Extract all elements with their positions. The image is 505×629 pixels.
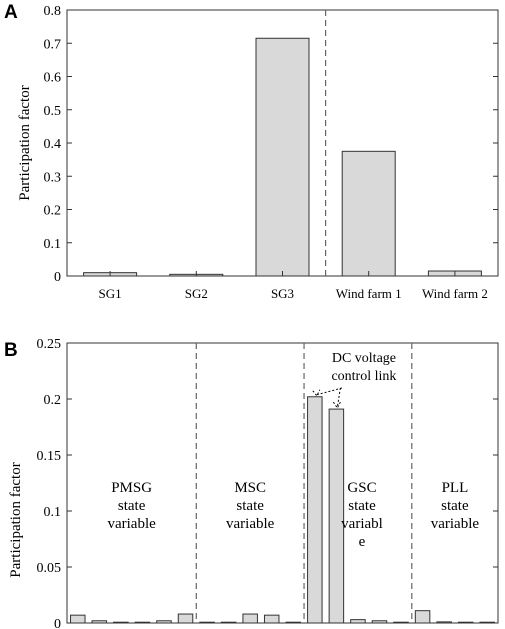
panel-b-bar: [328, 408, 345, 624]
panel-b-bar: [134, 621, 151, 624]
panel-b-region-label-line: variable: [226, 516, 275, 532]
panel-b-region-label: PLL state variable: [431, 480, 480, 532]
panel-b-y-tick-label: 0: [54, 617, 61, 629]
panel-b-region-label-line: variabl: [341, 516, 383, 532]
panel-a-bar: [255, 37, 310, 277]
panel-b-bar: [457, 621, 474, 624]
panel-a-category-label: SG2: [185, 286, 208, 301]
panel-b-annotation-line: DC voltage: [332, 351, 396, 366]
panel-a-y-tick-label: 0.5: [44, 104, 62, 119]
panel-b-bar: [436, 621, 452, 624]
panel-b-annotation-arrowhead: [312, 389, 321, 397]
panel-b-bar: [242, 613, 258, 624]
panel-b-bar: [91, 620, 108, 624]
panel-a-bar: [341, 150, 396, 277]
panel-b-region-label-line: variable: [431, 516, 480, 532]
panel-a-y-tick-label: 0.6: [44, 71, 62, 86]
panel-b-annotation-arrowhead: [332, 401, 341, 410]
panel-b-region-label: GSC state variabl e: [341, 480, 383, 550]
panel-b-bar: [199, 621, 215, 624]
panel-b-region-label-line: PMSG: [111, 480, 152, 496]
panel-b-bar: [113, 621, 129, 624]
panel-b-bar: [414, 610, 431, 624]
panel-b-chart: Participation factor 0 0.05 0.1 0.15 0.2 0.25…: [8, 337, 499, 629]
panel-b-bar: [177, 613, 194, 624]
panel-b-region-label-line: PLL: [442, 480, 469, 496]
panel-b-region-label-line: state: [348, 498, 376, 514]
panel-b-region-label-line: MSC: [234, 480, 266, 496]
panel-a-y-tick-label: 0.7: [44, 37, 62, 52]
panel-b-y-tick-label: 0.2: [44, 393, 62, 408]
panel-b-region-label-line: state: [441, 498, 469, 514]
panel-a-category-label: Wind farm 2: [422, 286, 488, 301]
panel-b-y-tick-label: 0.1: [44, 505, 62, 520]
panel-b-y-tick-label: 0.05: [37, 561, 62, 576]
panel-b-bar: [70, 614, 86, 624]
panel-b-bar: [479, 621, 495, 624]
panel-a-y-tick-label: 0: [54, 270, 61, 285]
panel-a-y-tick-label: 0.8: [44, 4, 62, 19]
panel-a-y-tick-label: 0.3: [44, 170, 62, 185]
panel-b-y-tick-label: 0.25: [37, 337, 62, 352]
panel-a-chart: Participation factor 0 0.1 0.2 0.3 0.4 0.5 0.6…: [17, 4, 499, 301]
panel-b-annotation-arrow: [316, 387, 343, 396]
panel-b-bar: [220, 621, 237, 624]
panel-b-bar: [156, 620, 172, 624]
panel-b-annotation: DC voltage control link: [331, 351, 396, 384]
panel-b-annotation-arrow: [336, 387, 341, 408]
panel-b-annotation-line: control link: [331, 369, 396, 384]
panel-b-letter: B: [4, 340, 18, 361]
panel-a-y-tick-label: 0.4: [44, 137, 62, 152]
panel-b-region-label-line: state: [118, 498, 146, 514]
panel-b-bar: [307, 396, 323, 624]
panel-b-y-tick-label: 0.15: [37, 449, 62, 464]
panel-a-y-tick-label: 0.1: [44, 237, 62, 252]
panel-a-y-tick-label: 0.2: [44, 204, 62, 219]
panel-b-bar: [285, 621, 302, 624]
panel-b-y-axis-label: Participation factor: [8, 462, 24, 577]
panel-a-category-label: SG3: [271, 286, 294, 301]
panel-a-letter: A: [4, 2, 18, 23]
panel-b-bar: [350, 619, 366, 624]
panel-b-region-label: PMSG state variable: [107, 480, 156, 532]
panel-b-region-label-line: variable: [107, 516, 156, 532]
panel-a-category-label: SG1: [99, 286, 122, 301]
panel-b-region-label: MSC state variable: [226, 480, 275, 532]
panel-b-frame: [66, 342, 499, 624]
panel-a-category-label: Wind farm 1: [336, 286, 402, 301]
panel-b-region-label-line: e: [359, 534, 366, 550]
panel-a-y-axis-label: Participation factor: [17, 85, 33, 200]
panel-b-region-label-line: state: [236, 498, 264, 514]
panel-b-bar: [263, 614, 280, 624]
panel-b-bar: [371, 620, 388, 624]
panel-b-region-label-line: GSC: [347, 480, 376, 496]
panel-b-bar: [393, 621, 409, 624]
